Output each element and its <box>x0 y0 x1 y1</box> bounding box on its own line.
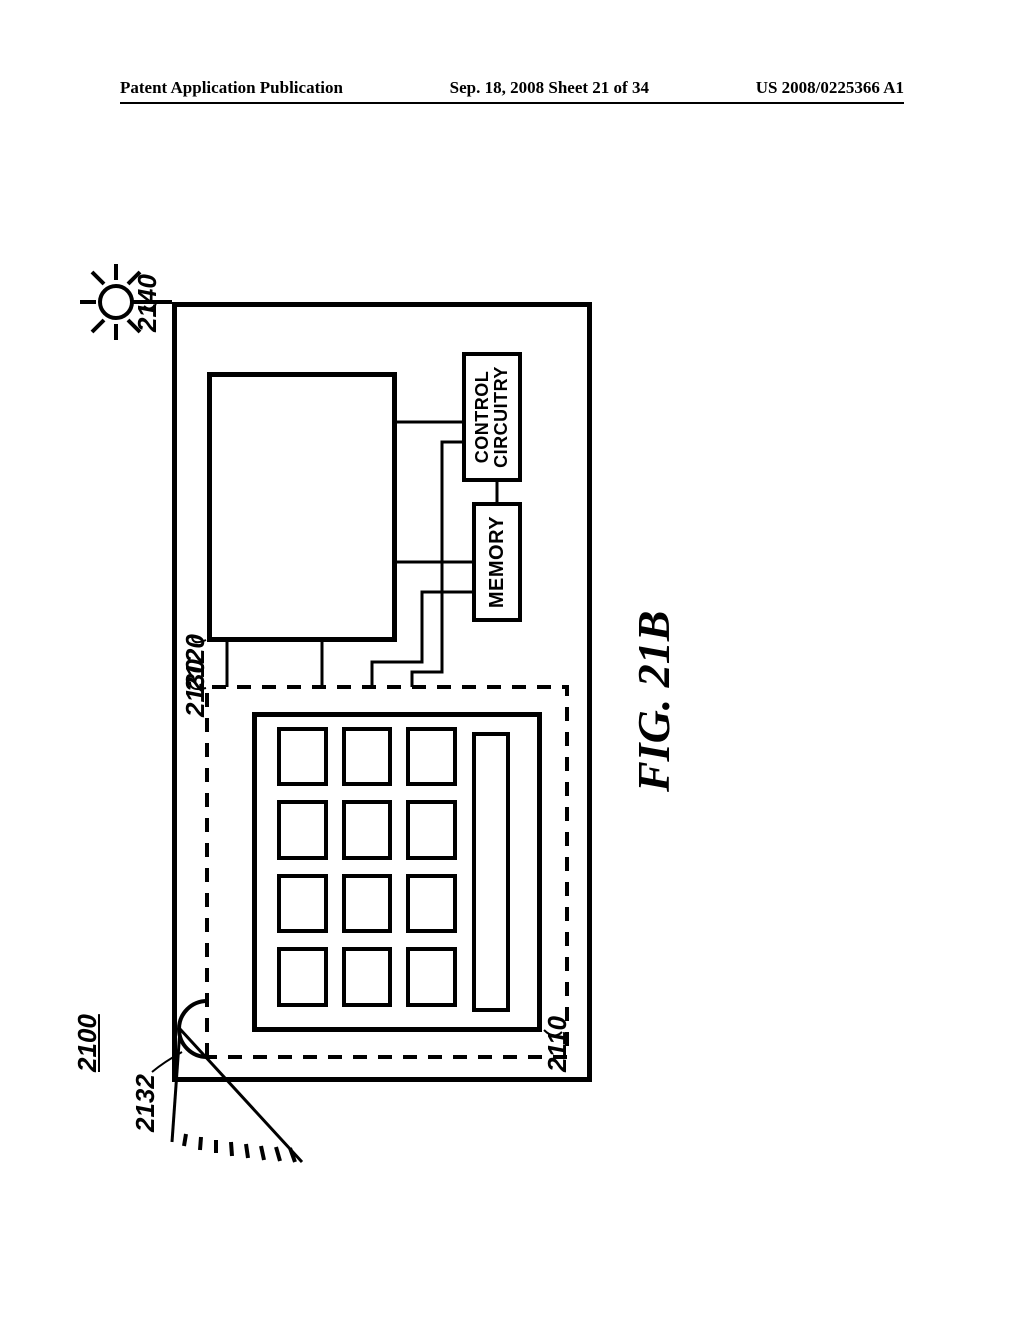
receiver-dashed-box <box>207 687 567 1057</box>
header-left: Patent Application Publication <box>120 78 343 98</box>
diagram-lines <box>72 182 672 1202</box>
bulb-icon <box>100 286 132 318</box>
page-header: Patent Application Publication Sep. 18, … <box>120 78 904 98</box>
diagram: MEMORY CONTROL CIRCUITRY 2100 2132 2130 … <box>72 182 672 1202</box>
antenna-dome <box>179 1001 207 1057</box>
header-right: US 2008/0225366 A1 <box>756 78 904 98</box>
diagram-rotated-container: MEMORY CONTROL CIRCUITRY 2100 2132 2130 … <box>0 298 1024 1082</box>
header-center: Sep. 18, 2008 Sheet 21 of 34 <box>450 78 649 98</box>
header-rule <box>120 102 904 104</box>
page: Patent Application Publication Sep. 18, … <box>0 0 1024 1320</box>
